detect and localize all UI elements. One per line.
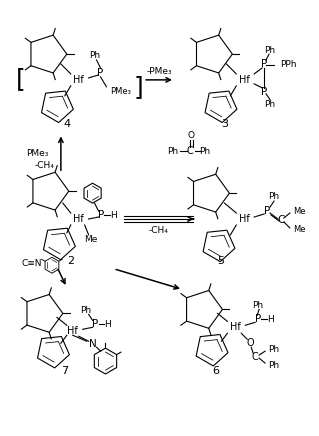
Text: -PMe₃: -PMe₃ bbox=[146, 68, 172, 76]
Text: Hf: Hf bbox=[73, 214, 84, 224]
Text: H: H bbox=[267, 315, 273, 324]
Text: 7: 7 bbox=[61, 366, 68, 376]
Text: Ph: Ph bbox=[89, 51, 100, 60]
Text: PPh: PPh bbox=[280, 61, 296, 69]
Text: P: P bbox=[255, 314, 261, 324]
Text: C: C bbox=[186, 146, 193, 157]
Text: ]: ] bbox=[133, 75, 143, 99]
Text: Hf: Hf bbox=[239, 75, 250, 85]
Text: Hf: Hf bbox=[239, 214, 250, 224]
Text: Me: Me bbox=[84, 235, 97, 244]
Text: H: H bbox=[110, 211, 117, 219]
Text: Ph: Ph bbox=[268, 345, 279, 354]
Text: Hf: Hf bbox=[230, 322, 241, 332]
Text: P: P bbox=[264, 206, 270, 216]
Text: Ph: Ph bbox=[268, 192, 279, 201]
Text: Ph: Ph bbox=[80, 306, 91, 315]
Text: Ph: Ph bbox=[167, 147, 178, 156]
Text: 3: 3 bbox=[221, 119, 228, 129]
Text: 4: 4 bbox=[63, 119, 70, 129]
Text: P: P bbox=[261, 87, 267, 97]
Text: Ph: Ph bbox=[199, 147, 210, 156]
Text: -CH₄: -CH₄ bbox=[149, 226, 168, 235]
Text: N: N bbox=[89, 339, 96, 349]
Text: Me: Me bbox=[293, 207, 305, 215]
Text: Ph: Ph bbox=[264, 46, 276, 54]
Text: PMe₃: PMe₃ bbox=[26, 149, 48, 158]
Text: C: C bbox=[252, 352, 258, 362]
Text: Ph: Ph bbox=[253, 301, 264, 310]
Text: P: P bbox=[98, 210, 105, 220]
Text: PMe₃: PMe₃ bbox=[110, 87, 131, 96]
Text: O: O bbox=[187, 131, 194, 140]
Text: [: [ bbox=[16, 67, 26, 91]
Text: -CH₄: -CH₄ bbox=[34, 161, 54, 170]
Text: Me: Me bbox=[293, 225, 305, 235]
Text: P: P bbox=[97, 68, 104, 78]
Text: Ph: Ph bbox=[268, 361, 279, 370]
Text: P: P bbox=[261, 59, 267, 69]
Text: O: O bbox=[246, 338, 254, 348]
Text: Ph: Ph bbox=[264, 100, 276, 109]
Text: P: P bbox=[93, 319, 99, 329]
Text: 2: 2 bbox=[67, 256, 74, 266]
Text: Hf: Hf bbox=[73, 75, 84, 85]
Text: C≡N: C≡N bbox=[22, 259, 42, 268]
Text: C: C bbox=[277, 215, 285, 225]
Text: 5: 5 bbox=[217, 256, 224, 266]
Text: 6: 6 bbox=[212, 366, 219, 376]
Text: H: H bbox=[104, 320, 111, 329]
Text: Hf: Hf bbox=[67, 326, 78, 336]
